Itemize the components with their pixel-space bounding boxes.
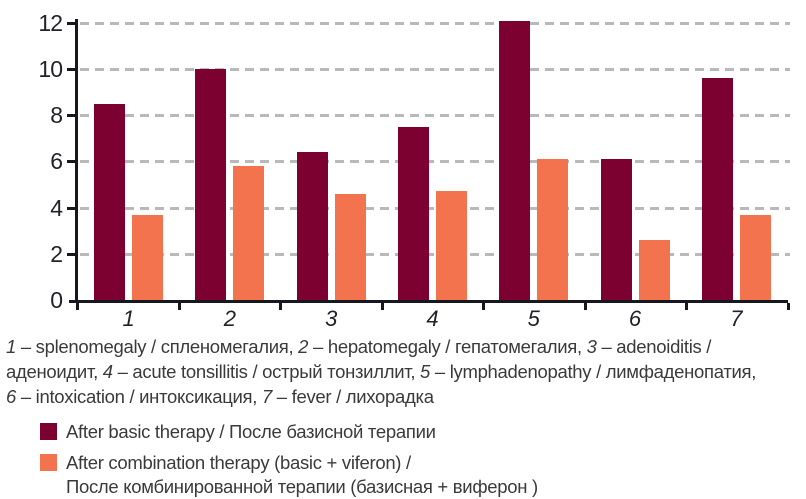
bars-area xyxy=(78,0,787,300)
gridline-y10 xyxy=(80,68,790,71)
y-tick-mark xyxy=(67,21,76,25)
bar-group-5 xyxy=(483,20,584,300)
x-tick-mark xyxy=(685,303,689,310)
x-tick-label-1: 1 xyxy=(122,306,135,331)
x-tick-label-2: 2 xyxy=(223,306,237,331)
gridline-y8 xyxy=(80,114,790,118)
caption-line-2: аденоидит, 4 – acute tonsillitis / остры… xyxy=(6,359,802,384)
bar-series2-cat2 xyxy=(233,166,265,300)
caption-item-number: 4 xyxy=(102,361,113,382)
x-tick-mark xyxy=(279,303,283,310)
legend-swatch-combination-therapy xyxy=(40,454,57,471)
caption-item-number: 6 xyxy=(6,386,16,407)
bar-series1-cat6 xyxy=(600,159,632,300)
bar-series2-cat4 xyxy=(435,191,467,300)
caption-line-1: 1 – splenomegaly / спленомегалия, 2 – he… xyxy=(6,334,802,359)
x-tick-label-4: 4 xyxy=(426,306,439,331)
legend-swatch-basic-therapy xyxy=(40,423,57,440)
caption-text: – lymphadenopathy / лимфаденопатия, xyxy=(430,361,757,382)
gridline-y2 xyxy=(80,252,790,256)
y-tick-label: 4 xyxy=(50,194,63,221)
y-tick-label: 0 xyxy=(50,287,63,313)
y-tick-label: 10 xyxy=(38,56,63,82)
x-tick-label-3: 3 xyxy=(325,306,338,331)
x-tick-mark xyxy=(787,303,790,310)
legend-label-combination-therapy: After combination therapy (basic + vifer… xyxy=(66,451,538,499)
caption-text: – adenoiditis / xyxy=(596,336,712,357)
caption-line-3: 6 – intoxication / интоксикация, 7 – fev… xyxy=(6,384,802,409)
x-tick-mark xyxy=(177,303,181,310)
caption-item-number: 3 xyxy=(586,336,597,357)
y-tick-label: 2 xyxy=(50,240,63,267)
y-tick-mark xyxy=(67,252,76,256)
caption-text: – splenomegaly / спленомегалия, xyxy=(16,336,299,357)
bar-group-6 xyxy=(584,159,685,300)
bar-series2-cat6 xyxy=(638,239,670,300)
caption-text: – acute tonsillitis / острый тонзиллит, xyxy=(112,361,421,382)
legend-label-combination-line1: After combination therapy (basic + vifer… xyxy=(66,452,411,473)
bar-series1-cat2 xyxy=(195,69,227,300)
x-tick-mark xyxy=(482,303,486,310)
chart-caption: 1 – splenomegaly / спленомегалия, 2 – he… xyxy=(6,334,802,409)
bar-series2-cat5 xyxy=(537,159,569,300)
gridline-y4 xyxy=(80,206,790,210)
x-tick-label-5: 5 xyxy=(527,306,540,331)
x-tick-label-6: 6 xyxy=(628,306,642,331)
gridline-y12 xyxy=(80,21,790,25)
bar-group-7 xyxy=(686,78,787,300)
bar-group-4 xyxy=(382,126,483,300)
gridline-y6 xyxy=(80,160,790,164)
caption-text: – intoxication / интоксикация, xyxy=(16,386,262,407)
legend-item-combination-therapy: After combination therapy (basic + vifer… xyxy=(40,451,806,499)
caption-text: – hepatomegaly / гепатомегалия, xyxy=(308,336,587,357)
caption-text: аденоидит, xyxy=(6,361,103,382)
bar-group-1 xyxy=(78,103,179,300)
bar-series1-cat3 xyxy=(296,152,328,300)
bar-chart-plot: 0 2 4 6 8 10 12 1 2 3 4 5 6 7 xyxy=(38,0,790,332)
bar-series1-cat1 xyxy=(94,103,126,300)
legend-item-basic-therapy: After basic therapy / После базисной тер… xyxy=(40,420,806,444)
y-tick-mark xyxy=(67,206,76,210)
bar-series1-cat7 xyxy=(701,78,733,300)
caption-item-number: 5 xyxy=(420,361,431,382)
legend-label-combination-line2: После комбинированной терапии (базисная … xyxy=(66,476,538,497)
caption-item-number: 2 xyxy=(298,336,309,357)
x-tick-label-7: 7 xyxy=(730,306,743,331)
x-labels-row: 1 2 3 4 5 6 7 xyxy=(78,306,787,332)
bar-series2-cat3 xyxy=(334,193,366,300)
caption-item-number: 7 xyxy=(261,386,272,407)
x-tick-mark xyxy=(380,303,384,310)
x-axis xyxy=(69,300,788,303)
y-tick-mark xyxy=(67,160,76,164)
bar-group-3 xyxy=(281,152,382,300)
bar-group-2 xyxy=(179,69,280,300)
caption-text: – fever / лихорадка xyxy=(271,386,434,407)
y-tick-label: 6 xyxy=(50,148,63,175)
caption-item-number: 1 xyxy=(6,336,16,357)
bar-series2-cat7 xyxy=(739,214,771,300)
legend-label-basic-therapy: After basic therapy / После базисной тер… xyxy=(66,421,436,442)
y-tick-label: 8 xyxy=(50,102,63,129)
x-tick-mark xyxy=(583,303,587,310)
chart-legend: After basic therapy / После базисной тер… xyxy=(40,420,806,499)
x-tick-mark xyxy=(76,303,79,310)
y-tick-mark xyxy=(67,68,76,71)
y-tick-mark xyxy=(67,114,76,118)
bar-series1-cat4 xyxy=(397,126,429,300)
y-tick-label: 12 xyxy=(38,9,63,36)
bar-series2-cat1 xyxy=(132,214,164,300)
bar-series1-cat5 xyxy=(499,20,531,300)
y-axis xyxy=(75,19,78,303)
